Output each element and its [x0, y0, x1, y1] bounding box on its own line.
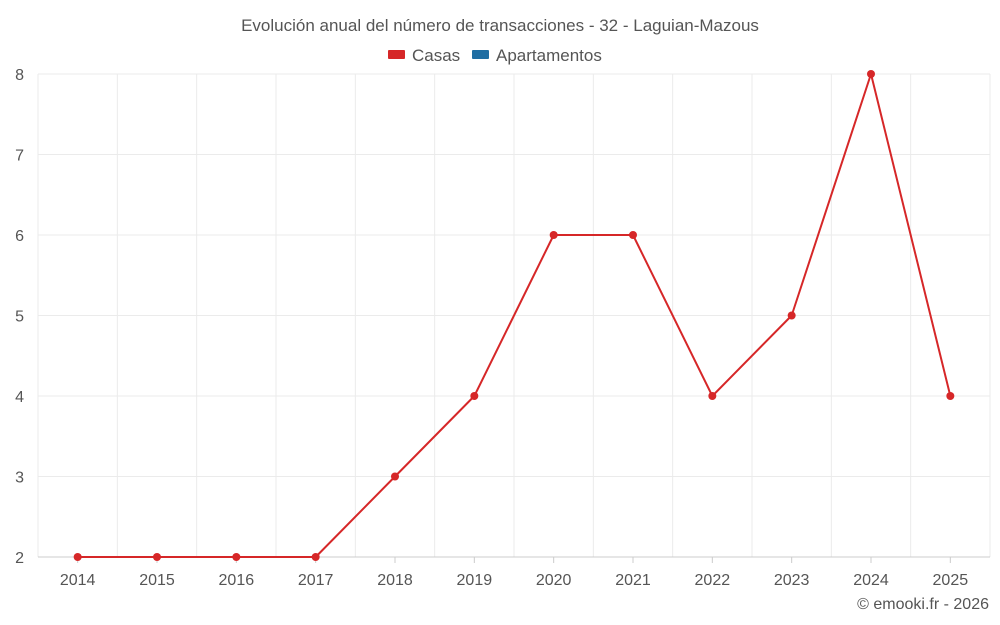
legend-item-casas[interactable]: Casas: [388, 46, 460, 65]
y-tick-label: 8: [15, 67, 24, 84]
data-point[interactable]: [549, 231, 558, 239]
data-point[interactable]: [73, 553, 82, 561]
credit-text: © emooki.fr - 2026: [857, 596, 989, 613]
data-point[interactable]: [946, 392, 955, 400]
data-point[interactable]: [629, 231, 637, 239]
data-point[interactable]: [232, 553, 241, 561]
x-axis-ticks: 2014 2015 2016 2017 2018 2019 2020 2021 2022 2023…: [60, 557, 968, 589]
data-point[interactable]: [867, 70, 875, 78]
x-tick-label: 2022: [695, 572, 731, 589]
legend-swatch-casas: [388, 50, 405, 59]
y-tick-label: 4: [15, 389, 24, 406]
data-point[interactable]: [153, 553, 161, 561]
legend-label-apartamentos: Apartamentos: [496, 46, 602, 65]
x-tick-label: 2023: [774, 572, 810, 589]
x-tick-label: 2015: [139, 572, 175, 589]
legend-item-apartamentos[interactable]: Apartamentos: [472, 46, 602, 65]
data-point[interactable]: [708, 392, 717, 400]
data-point[interactable]: [470, 392, 479, 400]
x-tick-label: 2018: [377, 572, 413, 589]
y-tick-label: 2: [15, 550, 24, 567]
x-tick-label: 2020: [536, 572, 572, 589]
y-tick-label: 7: [15, 148, 24, 165]
x-tick-label: 2019: [457, 572, 493, 589]
y-axis-ticks: 2 3 4 5 6 7 8: [15, 67, 24, 567]
x-tick-label: 2014: [60, 572, 96, 589]
legend-swatch-apartamentos: [472, 50, 489, 59]
x-tick-label: 2024: [853, 572, 889, 589]
data-point[interactable]: [311, 553, 320, 561]
series-line-casas: [77, 73, 952, 558]
x-tick-label: 2025: [933, 572, 969, 589]
x-tick-label: 2017: [298, 572, 334, 589]
x-tick-label: 2016: [219, 572, 255, 589]
data-point[interactable]: [787, 311, 796, 320]
series-casas: [73, 70, 955, 561]
chart-title: Evolución anual del número de transaccio…: [241, 16, 759, 35]
legend: Casas Apartamentos: [388, 46, 602, 65]
data-point[interactable]: [391, 472, 399, 481]
x-tick-label: 2021: [615, 572, 651, 589]
legend-label-casas: Casas: [412, 46, 460, 65]
y-tick-label: 6: [15, 228, 24, 245]
y-tick-label: 5: [15, 309, 24, 326]
y-tick-label: 3: [15, 470, 24, 487]
